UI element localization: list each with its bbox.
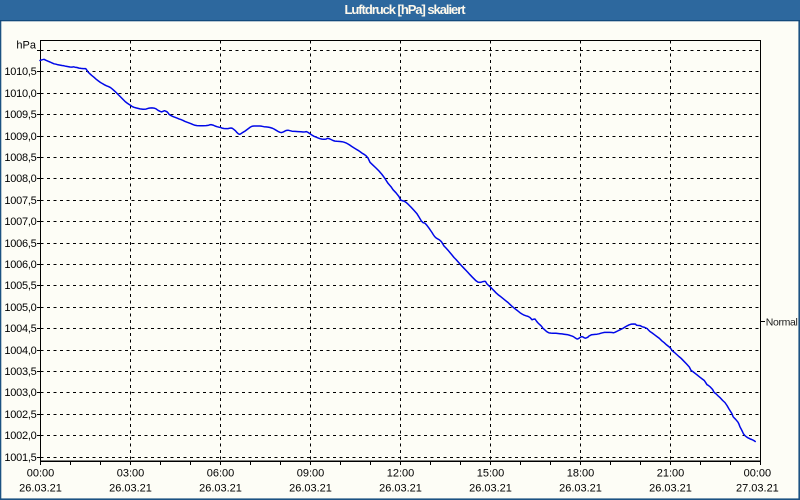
svg-text:1005,0: 1005,0 <box>4 302 36 314</box>
svg-text:1007,0: 1007,0 <box>4 216 36 228</box>
svg-text:1008,5: 1008,5 <box>4 152 36 164</box>
svg-text:27.03.21: 27.03.21 <box>736 483 779 495</box>
svg-text:21:00: 21:00 <box>657 468 685 480</box>
svg-text:1006,0: 1006,0 <box>4 259 36 271</box>
svg-text:1001,5: 1001,5 <box>4 452 36 464</box>
svg-text:1008,0: 1008,0 <box>4 173 36 185</box>
svg-text:Normal: Normal <box>766 317 798 329</box>
svg-text:1006,5: 1006,5 <box>4 238 36 250</box>
svg-text:12:00: 12:00 <box>387 468 415 480</box>
svg-text:03:00: 03:00 <box>117 468 145 480</box>
svg-text:26.03.21: 26.03.21 <box>19 483 62 495</box>
svg-text:15:00: 15:00 <box>477 468 505 480</box>
svg-text:1010,0: 1010,0 <box>4 88 36 100</box>
svg-text:1003,0: 1003,0 <box>4 387 36 399</box>
svg-text:18:00: 18:00 <box>567 468 595 480</box>
svg-text:26.03.21: 26.03.21 <box>649 483 692 495</box>
svg-text:1004,5: 1004,5 <box>4 323 36 335</box>
svg-text:06:00: 06:00 <box>207 468 235 480</box>
svg-text:26.03.21: 26.03.21 <box>559 483 602 495</box>
svg-text:09:00: 09:00 <box>297 468 325 480</box>
svg-text:1002,5: 1002,5 <box>4 409 36 421</box>
svg-text:hPa: hPa <box>16 40 36 52</box>
svg-text:1002,0: 1002,0 <box>4 430 36 442</box>
svg-text:26.03.21: 26.03.21 <box>379 483 422 495</box>
svg-text:26.03.21: 26.03.21 <box>469 483 512 495</box>
svg-text:1007,5: 1007,5 <box>4 195 36 207</box>
svg-text:26.03.21: 26.03.21 <box>199 483 242 495</box>
svg-text:1004,0: 1004,0 <box>4 345 36 357</box>
svg-text:26.03.21: 26.03.21 <box>109 483 152 495</box>
svg-text:1009,5: 1009,5 <box>4 109 36 121</box>
svg-text:1009,0: 1009,0 <box>4 131 36 143</box>
svg-text:00:00: 00:00 <box>27 468 55 480</box>
svg-text:1003,5: 1003,5 <box>4 366 36 378</box>
svg-text:00:00: 00:00 <box>744 468 772 480</box>
svg-text:1010,5: 1010,5 <box>4 66 36 78</box>
svg-text:Luftdruck [hPa] skaliert: Luftdruck [hPa] skaliert <box>345 2 467 17</box>
svg-text:1005,5: 1005,5 <box>4 280 36 292</box>
svg-text:26.03.21: 26.03.21 <box>289 483 332 495</box>
